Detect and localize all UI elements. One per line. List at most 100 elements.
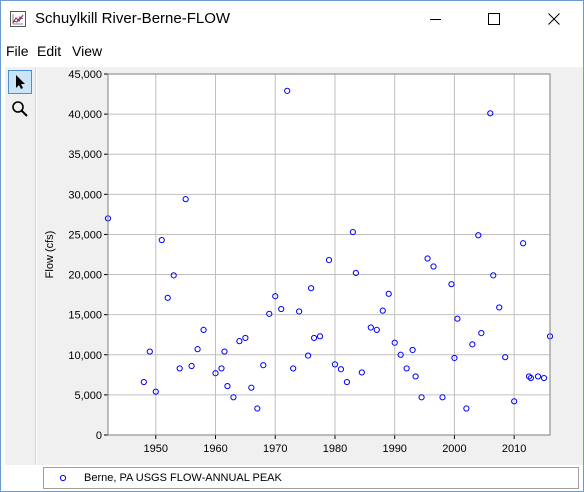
data-point[interactable] [284,87,291,94]
window-title: Schuylkill River-Berne-FLOW [35,10,231,27]
data-point[interactable] [525,373,533,380]
pointer-tool-button[interactable] [8,70,32,94]
data-point[interactable] [272,293,279,300]
data-point[interactable] [367,324,374,331]
data-point[interactable] [478,330,485,337]
data-point[interactable] [409,346,416,354]
maximize-button[interactable] [471,1,517,37]
data-point[interactable] [242,334,249,342]
y-axis-label: Flow (cfs) [44,231,56,279]
data-point[interactable] [200,326,207,334]
data-point[interactable] [248,384,255,391]
data-point[interactable] [140,378,147,386]
data-point[interactable] [260,362,267,369]
data-point[interactable] [194,346,201,353]
data-point[interactable] [418,394,425,401]
data-point[interactable] [397,351,404,358]
data-point[interactable] [511,398,518,405]
tool-strip [5,67,36,465]
data-point[interactable] [412,373,419,380]
y-tick-label: 45,000 [68,69,102,81]
data-point[interactable] [451,354,458,362]
data-point[interactable] [325,257,333,264]
data-point[interactable] [343,378,351,386]
data-point[interactable] [337,366,345,373]
data-point[interactable] [236,338,243,345]
data-point[interactable] [490,272,497,279]
minimize-icon [430,19,441,20]
plot-area: 0 5,000 10,000 15,000 20,000 25,000 30,000 35,0… [37,67,583,465]
data-point[interactable] [502,354,509,361]
menu-view[interactable]: View [72,43,103,59]
data-point[interactable] [496,304,503,311]
y-tick-label: 30,000 [68,189,102,201]
data-point[interactable] [182,196,189,203]
title-bar[interactable]: Schuylkill River-Berne-FLOW [1,1,583,37]
data-point[interactable] [527,374,534,382]
data-point[interactable] [439,394,446,401]
close-button[interactable] [531,1,577,37]
data-point[interactable] [331,361,339,368]
data-point[interactable] [290,365,297,372]
data-point[interactable] [352,269,359,277]
data-point[interactable] [221,348,228,355]
data-point[interactable] [463,405,470,412]
data-point[interactable] [391,339,398,346]
zoom-icon [12,101,28,117]
data-point[interactable] [278,305,285,313]
data-point[interactable] [520,240,527,247]
data-point[interactable] [487,110,494,117]
data-point[interactable] [385,290,392,297]
data-point[interactable] [176,365,183,372]
data-point[interactable] [266,310,273,317]
data-point[interactable] [152,388,159,395]
zoom-tool-button[interactable] [8,97,32,121]
menu-bar: File Edit View [1,41,583,63]
data-point[interactable] [188,362,195,370]
y-tick-label: 20,000 [68,270,102,282]
y-tick-label: 15,000 [68,310,102,322]
x-tick-label: 1970 [263,443,287,455]
data-point[interactable] [540,374,548,382]
data-point[interactable] [170,272,177,279]
data-point[interactable] [304,352,312,359]
scatter-chart[interactable]: 0 5,000 10,000 15,000 20,000 25,000 30,000 35,0… [37,67,583,465]
data-point[interactable] [379,307,386,314]
legend-series-label: Berne, PA USGS FLOW-ANNUAL PEAK [84,472,282,484]
data-point[interactable] [212,370,219,377]
y-tick-label: 10,000 [68,350,102,362]
x-tick-label: 1960 [203,443,227,455]
data-point[interactable] [448,281,455,288]
data-point[interactable] [430,263,437,270]
menu-file[interactable]: File [6,43,29,59]
minimize-button[interactable] [413,1,459,37]
chart-app-icon [10,11,26,27]
legend: Berne, PA USGS FLOW-ANNUAL PEAK [43,467,579,489]
data-point[interactable] [454,315,461,322]
data-point[interactable] [224,382,231,390]
menu-edit[interactable]: Edit [37,43,62,59]
data-point[interactable] [534,373,542,380]
data-point[interactable] [254,405,261,412]
data-point[interactable] [307,285,315,292]
data-point[interactable] [158,236,165,244]
data-point[interactable] [146,348,153,355]
data-point[interactable] [230,394,237,401]
data-point[interactable] [310,334,318,342]
data-point[interactable] [373,326,380,334]
plot-frame [107,73,551,436]
data-point[interactable] [469,341,476,348]
data-point[interactable] [296,308,303,315]
data-point[interactable] [316,333,324,340]
data-point[interactable] [403,365,410,372]
data-point[interactable] [424,255,431,262]
data-point[interactable] [164,294,171,301]
close-icon [548,13,560,25]
data-point[interactable] [358,369,365,376]
y-tick-label: 0 [96,430,102,442]
y-tick-label: 5,000 [74,390,102,402]
data-point[interactable] [349,228,356,236]
data-point[interactable] [475,232,482,239]
data-point[interactable] [218,365,225,372]
